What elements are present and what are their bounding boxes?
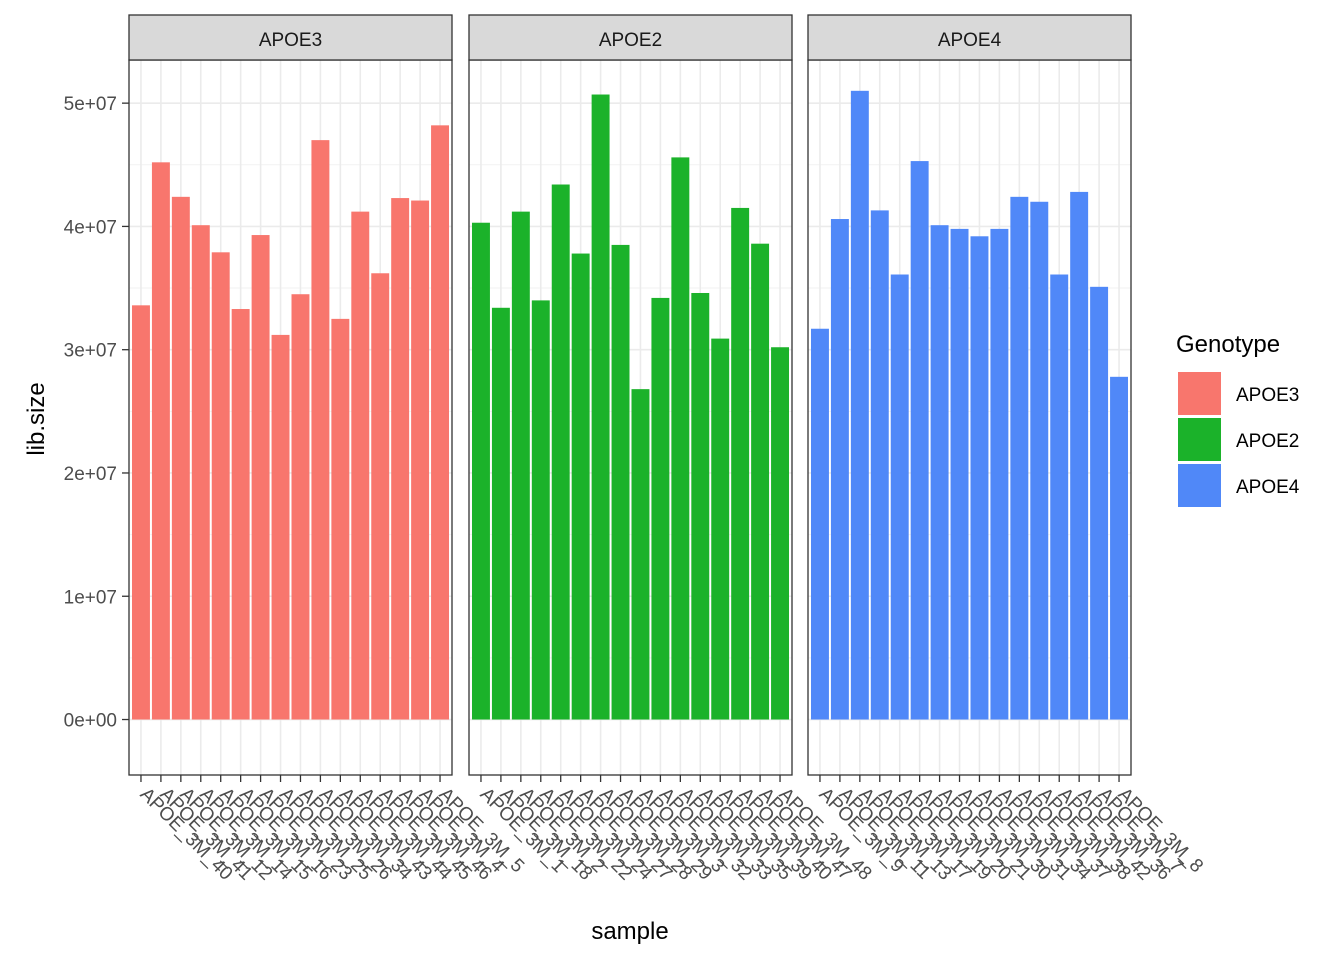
bar-apoe4-14	[1070, 191, 1089, 720]
bar-apoe2-6	[571, 253, 590, 720]
bar-apoe2-5	[551, 184, 570, 720]
bar-apoe2-9	[631, 389, 650, 720]
bar-apoe3-11	[331, 318, 350, 720]
bar-apoe4-7	[930, 225, 949, 720]
bar-apoe2-11	[671, 157, 690, 720]
bar-apoe3-14	[391, 198, 410, 720]
bar-apoe2-12	[691, 292, 710, 720]
bar-apoe3-1	[131, 305, 150, 720]
facet-strip	[128, 14, 453, 61]
bar-apoe4-15	[1090, 286, 1109, 720]
bar-apoe4-8	[950, 228, 969, 720]
bar-apoe4-4	[870, 210, 889, 720]
x-axis-title: sample	[591, 918, 668, 945]
bar-apoe2-14	[731, 207, 750, 720]
bar-apoe4-10	[990, 228, 1009, 720]
bar-apoe3-8	[271, 334, 290, 720]
bar-apoe3-7	[251, 235, 270, 720]
bar-apoe2-10	[651, 297, 670, 720]
bar-apoe4-11	[1010, 196, 1029, 720]
bar-apoe3-4	[191, 225, 210, 720]
bar-apoe3-10	[311, 140, 330, 720]
bar-apoe3-3	[171, 196, 190, 720]
y-tick-label: 1e+07	[64, 587, 117, 608]
facet-strip	[807, 14, 1132, 61]
bar-apoe2-4	[531, 300, 550, 720]
y-tick-label: 3e+07	[64, 341, 117, 362]
bar-apoe2-7	[591, 94, 610, 720]
facet-panel-apoe3: APOE3APOE_3M_40APOE_3M_41APOE_3M_12APOE_…	[128, 14, 528, 885]
bar-apoe4-1	[810, 328, 829, 720]
legend-key-apoe3	[1178, 372, 1221, 415]
bar-apoe2-13	[711, 338, 730, 720]
bar-apoe3-15	[411, 200, 430, 720]
bar-apoe4-3	[850, 90, 869, 720]
bar-apoe2-2	[491, 307, 510, 720]
legend-entry-label: APOE4	[1236, 477, 1300, 498]
bar-apoe3-12	[351, 211, 370, 720]
bar-apoe4-13	[1050, 274, 1069, 720]
bar-apoe4-6	[910, 161, 929, 720]
legend-key-apoe4	[1178, 464, 1221, 507]
facet-panels: APOE3APOE_3M_40APOE_3M_41APOE_3M_12APOE_…	[128, 14, 1207, 885]
bar-apoe3-9	[291, 294, 310, 720]
bar-apoe2-15	[751, 243, 770, 720]
y-tick-label: 2e+07	[64, 464, 117, 485]
legend-title: Genotype	[1176, 331, 1280, 358]
bar-apoe4-16	[1110, 376, 1129, 720]
y-tick-label: 0e+00	[64, 711, 117, 732]
y-tick-label: 4e+07	[64, 217, 117, 238]
bar-apoe2-1	[471, 222, 490, 720]
bar-apoe2-16	[771, 347, 790, 720]
bar-apoe2-3	[511, 211, 530, 720]
legend-entry-label: APOE2	[1236, 431, 1299, 452]
legend-key-apoe2	[1178, 418, 1221, 461]
y-axis: 0e+00 1e+07 2e+07 3e+07 4e+07 5e+07	[64, 94, 129, 732]
legend-entry-label: APOE3	[1236, 385, 1299, 406]
bar-apoe2-8	[611, 244, 630, 720]
y-axis-title: lib.size	[23, 382, 50, 455]
y-tick-label: 5e+07	[64, 94, 117, 115]
bar-apoe4-5	[890, 274, 909, 720]
bar-apoe3-5	[211, 252, 230, 720]
bar-apoe3-16	[431, 125, 450, 720]
facet-strip-label: APOE4	[938, 30, 1002, 51]
facet-strip-label: APOE2	[599, 30, 662, 51]
legend: Genotype APOE3 APOE2 APOE4	[1176, 331, 1300, 507]
bar-apoe3-6	[231, 309, 250, 720]
bar-apoe4-12	[1030, 201, 1049, 720]
bar-apoe4-9	[970, 236, 989, 720]
facet-strip-label: APOE3	[259, 30, 322, 51]
facet-panel-apoe2: APOE2APOE_3M_1APOE_3M_18APOE_3M_2APOE_3M…	[468, 14, 875, 885]
bar-apoe4-2	[830, 219, 849, 720]
facet-strip	[468, 14, 793, 61]
facet-panel-apoe4: APOE4APOE_3M_9APOE_3M_11APOE_3M_13APOE_3…	[807, 14, 1207, 885]
bar-apoe3-2	[151, 162, 170, 720]
bar-apoe3-13	[371, 273, 390, 720]
